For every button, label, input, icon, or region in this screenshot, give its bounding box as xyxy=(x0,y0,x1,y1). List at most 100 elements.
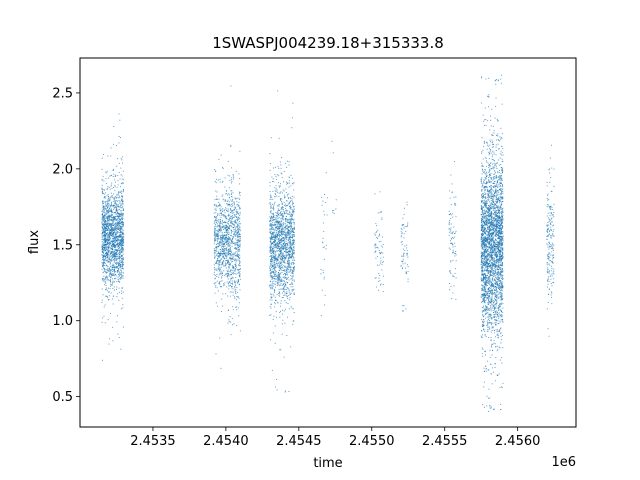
scatter-point xyxy=(274,289,276,291)
scatter-point xyxy=(270,296,272,298)
scatter-point xyxy=(455,216,457,218)
scatter-point xyxy=(452,246,454,248)
scatter-point xyxy=(110,192,112,194)
scatter-point xyxy=(235,233,237,235)
scatter-point xyxy=(269,231,271,233)
scatter-point xyxy=(275,178,277,180)
scatter-point xyxy=(275,244,277,246)
scatter-point xyxy=(216,221,218,223)
scatter-point xyxy=(277,233,279,235)
scatter-point xyxy=(288,164,290,166)
scatter-point xyxy=(286,195,288,197)
scatter-point xyxy=(121,261,123,263)
scatter-point xyxy=(291,198,293,200)
scatter-point xyxy=(381,264,383,266)
scatter-point xyxy=(214,238,216,240)
scatter-point xyxy=(293,259,295,261)
scatter-point xyxy=(109,225,111,227)
scatter-point xyxy=(120,183,122,185)
scatter-point xyxy=(225,228,227,230)
scatter-point xyxy=(112,255,114,257)
scatter-point xyxy=(114,258,116,260)
scatter-point xyxy=(376,286,378,288)
scatter-point xyxy=(286,200,288,202)
scatter-point xyxy=(277,257,279,259)
scatter-point xyxy=(122,232,124,234)
scatter-point xyxy=(119,229,121,231)
scatter-point xyxy=(108,291,110,293)
scatter-point xyxy=(285,227,287,229)
scatter-point xyxy=(213,282,215,284)
scatter-point xyxy=(235,280,237,282)
scatter-point xyxy=(288,226,290,228)
scatter-point xyxy=(230,220,232,222)
scatter-point xyxy=(118,268,120,270)
scatter-point xyxy=(116,235,118,237)
scatter-point xyxy=(279,240,281,242)
scatter-point xyxy=(117,242,119,244)
scatter-point xyxy=(105,212,107,214)
scatter-point xyxy=(108,274,110,276)
scatter-point xyxy=(105,233,107,235)
scatter-point xyxy=(114,289,116,291)
scatter-point xyxy=(276,258,278,260)
scatter-point xyxy=(276,258,278,260)
scatter-point xyxy=(107,228,109,230)
scatter-point xyxy=(228,320,230,322)
scatter-point xyxy=(219,244,221,246)
scatter-point xyxy=(230,144,232,146)
scatter-point xyxy=(269,220,271,222)
scatter-point xyxy=(239,191,241,193)
scatter-point xyxy=(116,211,118,213)
scatter-point xyxy=(272,227,274,229)
scatter-point xyxy=(270,239,272,241)
scatter-point xyxy=(281,213,283,215)
scatter-point xyxy=(270,303,272,305)
scatter-point xyxy=(119,267,121,269)
scatter-point xyxy=(290,206,292,208)
scatter-point xyxy=(274,239,276,241)
scatter-point xyxy=(233,227,235,229)
scatter-point xyxy=(122,222,124,224)
scatter-point xyxy=(107,235,109,237)
scatter-point xyxy=(109,228,111,230)
scatter-point xyxy=(217,238,219,240)
scatter-point xyxy=(287,251,289,253)
scatter-point xyxy=(103,248,105,250)
scatter-point xyxy=(221,223,223,225)
scatter-point xyxy=(289,255,291,257)
scatter-point xyxy=(225,226,227,228)
scatter-point xyxy=(218,253,220,255)
scatter-point xyxy=(120,244,122,246)
scatter-point xyxy=(376,231,378,233)
scatter-point xyxy=(275,220,277,222)
scatter-point xyxy=(289,270,291,272)
scatter-point xyxy=(117,278,119,280)
scatter-point xyxy=(291,254,293,256)
scatter-point xyxy=(108,223,110,225)
scatter-point xyxy=(114,247,116,249)
scatter-point xyxy=(108,218,110,219)
scatter-point xyxy=(281,232,283,234)
scatter-point xyxy=(291,195,293,197)
scatter-point xyxy=(220,222,222,224)
scatter-point xyxy=(236,255,238,257)
scatter-point xyxy=(292,275,294,277)
scatter-point xyxy=(449,190,451,192)
scatter-point xyxy=(448,221,450,223)
scatter-point xyxy=(114,261,116,263)
scatter-point xyxy=(112,217,114,219)
scatter-point xyxy=(109,232,111,234)
scatter-point xyxy=(407,256,409,258)
scatter-point xyxy=(282,181,284,183)
scatter-point xyxy=(236,309,238,311)
scatter-point xyxy=(112,227,114,229)
scatter-point xyxy=(293,234,295,236)
scatter-point xyxy=(237,270,239,272)
scatter-point xyxy=(122,208,124,210)
scatter-point xyxy=(110,155,112,157)
scatter-point xyxy=(237,268,239,270)
scatter-point xyxy=(405,267,407,269)
scatter-point xyxy=(122,248,124,250)
scatter-point xyxy=(271,287,273,289)
